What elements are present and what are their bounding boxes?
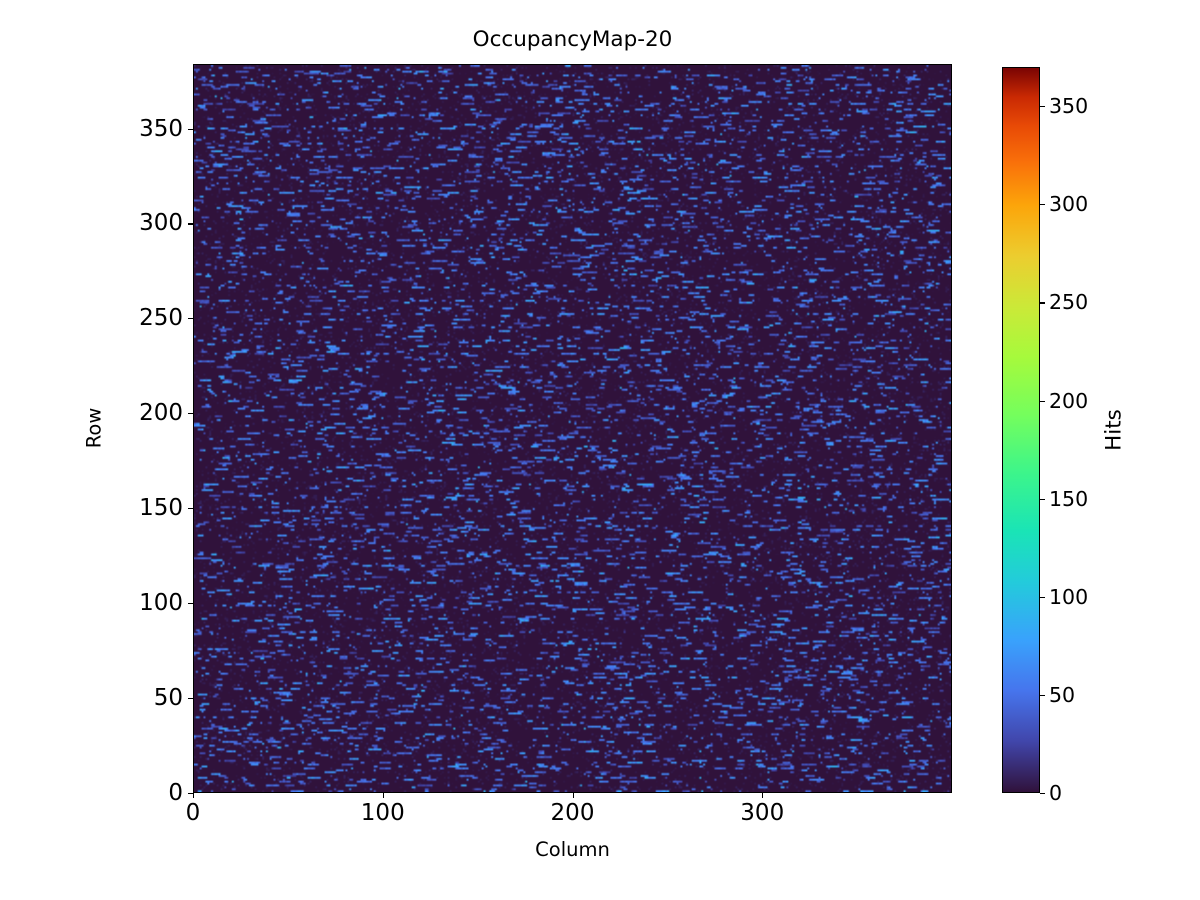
y-tick-mark bbox=[188, 698, 193, 700]
colorbar-tick-label: 100 bbox=[1049, 584, 1089, 609]
heatmap-image bbox=[194, 65, 951, 792]
chart-title: OccupancyMap-20 bbox=[472, 27, 673, 52]
x-tick-mark bbox=[382, 793, 384, 798]
y-tick-mark bbox=[188, 318, 193, 320]
y-tick-label: 0 bbox=[168, 780, 183, 806]
colorbar-tick-label: 300 bbox=[1049, 192, 1089, 217]
colorbar-tick-label: 250 bbox=[1049, 290, 1089, 315]
colorbar-tick-label: 0 bbox=[1049, 781, 1063, 805]
x-tick-label: 0 bbox=[185, 800, 201, 826]
x-tick-label: 100 bbox=[360, 800, 405, 826]
y-tick-label: 300 bbox=[139, 210, 183, 237]
x-axis-label: Column bbox=[535, 838, 610, 861]
y-tick-mark bbox=[188, 603, 193, 605]
colorbar-tick-label: 200 bbox=[1049, 388, 1089, 413]
colorbar bbox=[1002, 67, 1040, 793]
x-tick-mark bbox=[762, 793, 764, 798]
y-tick-mark bbox=[188, 223, 193, 225]
y-tick-label: 200 bbox=[139, 400, 183, 427]
colorbar-tick-mark bbox=[1040, 694, 1045, 696]
y-tick-mark bbox=[188, 508, 193, 510]
x-tick-label: 200 bbox=[550, 800, 595, 826]
y-tick-label: 350 bbox=[139, 115, 183, 142]
y-tick-label: 50 bbox=[153, 685, 183, 712]
x-tick-mark bbox=[572, 793, 574, 798]
colorbar-tick-label: 50 bbox=[1049, 682, 1076, 707]
colorbar-label: Hits bbox=[1101, 409, 1127, 451]
colorbar-tick-mark bbox=[1040, 106, 1045, 108]
y-tick-label: 250 bbox=[139, 305, 183, 332]
y-tick-mark bbox=[188, 793, 193, 795]
colorbar-tick-mark bbox=[1040, 596, 1045, 598]
colorbar-tick-mark bbox=[1040, 793, 1045, 795]
y-axis-label: Row bbox=[82, 407, 106, 449]
colorbar-gradient bbox=[1003, 68, 1039, 792]
y-tick-label: 100 bbox=[139, 590, 183, 617]
colorbar-tick-mark bbox=[1040, 204, 1045, 206]
colorbar-tick-label: 350 bbox=[1049, 94, 1089, 119]
y-tick-mark bbox=[188, 128, 193, 130]
x-tick-mark bbox=[193, 793, 195, 798]
colorbar-tick-mark bbox=[1040, 302, 1045, 304]
heatmap-plot-area bbox=[193, 64, 952, 793]
colorbar-tick-mark bbox=[1040, 498, 1045, 500]
y-tick-mark bbox=[188, 413, 193, 415]
colorbar-tick-mark bbox=[1040, 400, 1045, 402]
y-tick-label: 150 bbox=[139, 495, 183, 522]
x-tick-label: 300 bbox=[740, 800, 785, 826]
colorbar-tick-label: 150 bbox=[1049, 486, 1089, 511]
